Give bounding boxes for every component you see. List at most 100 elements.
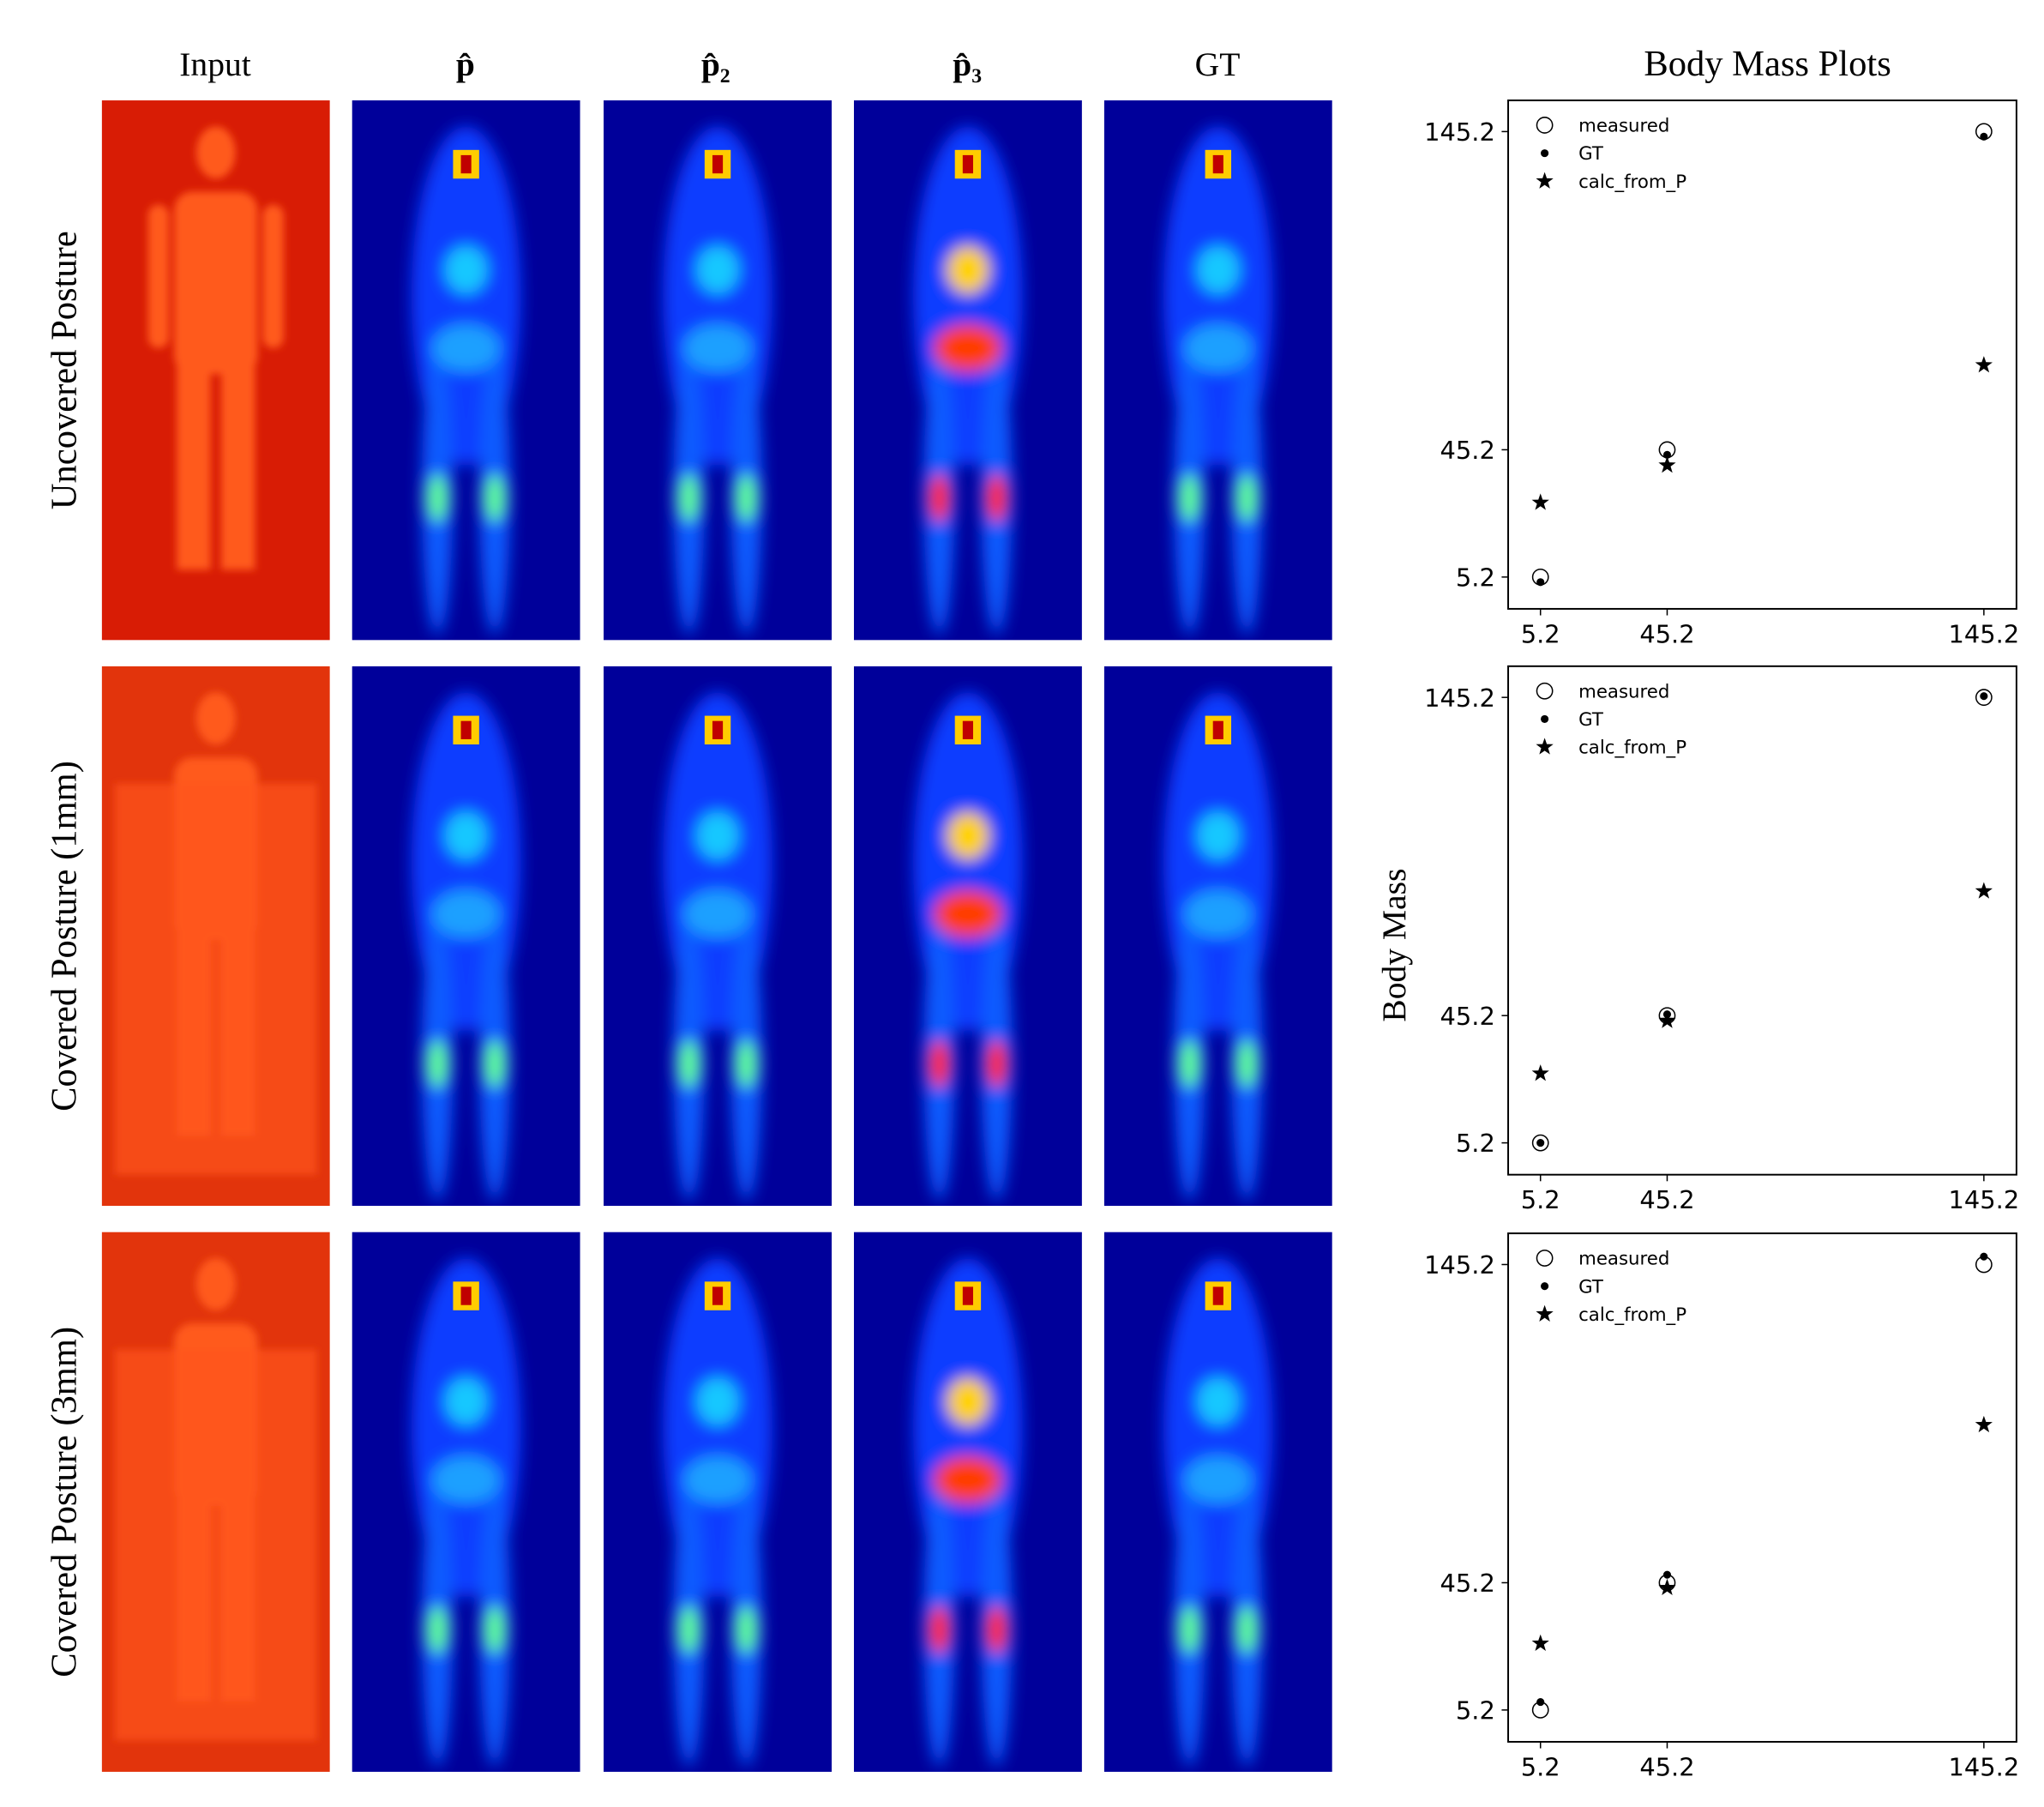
head-core [460,1286,472,1305]
legend-label: measured [1578,1249,1669,1270]
blob [696,1377,739,1425]
image-content [853,666,1082,1207]
blob [696,246,739,294]
y-tick-label: 45.2 [1440,436,1495,465]
blob [1197,1377,1240,1425]
plots-title: Body Mass Plots [1644,44,1891,84]
column-header: p̂ [456,45,475,83]
blob [934,324,1002,372]
y-tick-label: 45.2 [1440,1569,1495,1598]
head-core [962,720,973,739]
marker-gt [1662,450,1672,459]
marker-star [1975,1415,1993,1433]
blob [1184,1456,1253,1503]
image-content [604,666,833,1207]
heatmap-image [853,666,1082,1207]
legend-label: calc_from_P [1578,172,1686,193]
blob [427,1040,448,1087]
heatmap-image [853,100,1082,641]
blob [678,474,700,522]
row-label: Covered Posture (1mm) [44,761,84,1111]
image-content [352,100,580,641]
image-content [101,666,330,1207]
blob [484,1040,506,1087]
blob [929,474,950,522]
x-tick-label: 5.2 [1521,619,1560,648]
blob [445,1377,487,1425]
blobs [411,692,521,1202]
blobs [1163,692,1273,1202]
blob [427,1605,448,1653]
axes-frame [1507,99,2017,610]
y-tick-label: 145.2 [1424,684,1495,713]
blobs [1163,126,1273,635]
blob [934,890,1002,938]
legend-label: measured [1578,116,1669,137]
blob [678,1605,700,1653]
legend-marker [1541,1282,1549,1291]
blob [1179,1040,1200,1087]
x-tick-label: 45.2 [1639,1753,1694,1782]
heatmap-image [352,100,580,641]
head-core [1212,154,1223,174]
y-tick-label: 145.2 [1424,117,1495,147]
blob [683,890,752,938]
marker-star [1658,1578,1676,1596]
image-content [604,1232,833,1772]
blob [1197,812,1240,859]
column-header: Input [179,45,250,83]
y-tick-label: 5.2 [1456,1696,1495,1726]
heatmap-image [101,100,330,641]
head-core [460,154,472,174]
legend-marker [1541,149,1549,158]
marker-star [1975,356,1993,373]
legend-label: GT [1578,143,1604,165]
head-core [1212,720,1223,739]
silhouette [114,692,317,1175]
legend-label: GT [1578,709,1604,731]
image-content [853,1232,1082,1772]
column-header: GT [1195,45,1241,83]
head-core [460,720,472,739]
cover [114,783,317,1175]
blobs [663,1257,773,1767]
marker-star [1531,1064,1549,1081]
head [195,126,236,179]
blob [445,246,487,294]
marker-measured [1975,689,1993,707]
blob [986,1040,1007,1087]
head-core [712,720,724,739]
image-content [604,100,833,641]
marker-star [1975,882,1993,899]
y-tick-label: 5.2 [1456,1129,1495,1158]
marker-star [1658,1011,1676,1028]
heatmap-image [1103,100,1332,641]
image-content [101,1232,330,1772]
blob [432,890,501,938]
heatmap-image [352,1232,580,1772]
blob [1236,474,1258,522]
marker-gt [1662,1570,1672,1579]
blob [947,812,989,859]
head [195,1257,236,1310]
leg [177,361,211,570]
blobs [663,126,773,635]
arm [147,204,170,348]
image-content [1103,666,1332,1207]
blob [445,812,487,859]
image-content [101,100,330,641]
image-content [352,1232,580,1772]
x-tick-label: 5.2 [1521,1753,1560,1782]
y-tick-label: 45.2 [1440,1002,1495,1031]
blob [484,474,506,522]
blob [1236,1040,1258,1087]
x-tick-label: 145.2 [1949,1185,2020,1214]
blob [432,324,501,372]
blob [934,1456,1002,1503]
head-core [712,154,724,174]
row-label: Covered Posture (3mm) [44,1327,84,1677]
blob [683,324,752,372]
legend-marker [1541,714,1549,723]
legend-label: calc_from_P [1578,738,1686,759]
